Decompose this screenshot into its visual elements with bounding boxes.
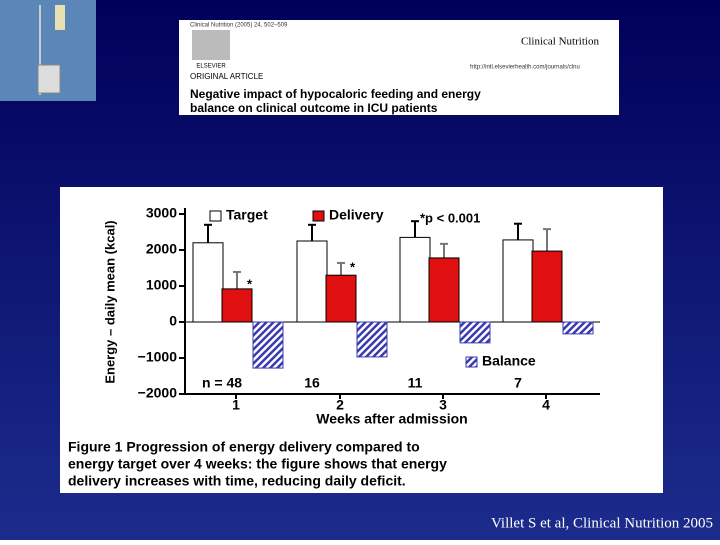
publisher: ELSEVIER: [196, 64, 226, 70]
journal-line: Clinical Nutrition (2005) 24, 502–509: [190, 23, 288, 29]
article-title: balance on clinical outcome in ICU patie…: [190, 101, 438, 115]
x-tick-label: 1: [232, 397, 240, 413]
bar: [325, 274, 357, 323]
article-header: Clinical Nutrition (2005) 24, 502–509 Cl…: [179, 20, 619, 115]
n-label: 11: [408, 375, 423, 391]
x-tick-label: 3: [439, 397, 447, 413]
legend-label: Delivery: [329, 207, 384, 223]
legend-swatch: [465, 356, 478, 368]
plot: Energy – daily mean (kcal) Weeks after a…: [68, 205, 600, 489]
bar: [562, 321, 594, 335]
bar: [356, 321, 388, 358]
bar: [531, 250, 563, 323]
n-label: n = 48: [202, 375, 242, 391]
bar: [459, 321, 491, 344]
n-label: 7: [514, 375, 522, 391]
journal-name: Clinical Nutrition: [521, 36, 599, 48]
y-tick-label: −2000: [138, 385, 178, 401]
bar: [296, 240, 328, 323]
caption: energy target over 4 weeks: the figure s…: [68, 456, 447, 472]
bar: [192, 242, 224, 323]
legend-swatch: [209, 210, 222, 222]
bar: [502, 239, 534, 323]
x-tick-label: 4: [542, 397, 550, 413]
bar: [221, 288, 253, 323]
article-title: Negative impact of hypocaloric feeding a…: [190, 87, 481, 101]
y-axis-label: Energy – daily mean (kcal): [102, 220, 117, 383]
significance-mark: *: [247, 276, 253, 291]
annotation: *p < 0.001: [420, 210, 480, 225]
y-tick-label: −1000: [138, 349, 178, 365]
journal-url: http://intl.elsevierhealth.com/journals/…: [470, 65, 580, 71]
y-tick-label: 1000: [146, 277, 177, 293]
legend-label: Target: [226, 207, 268, 223]
article-type: ORIGINAL ARTICLE: [190, 72, 263, 81]
caption: Figure 1 Progression of energy delivery …: [68, 439, 420, 455]
significance-mark: *: [350, 259, 356, 274]
n-label: 16: [304, 375, 320, 391]
footer: Villet S et al, Clinical Nutrition 2005: [491, 515, 713, 531]
y-tick-label: 2000: [146, 241, 177, 257]
bar: [428, 257, 460, 323]
y-tick-label: 3000: [146, 205, 177, 221]
bar: [252, 321, 284, 369]
x-axis-label: Weeks after admission: [316, 411, 467, 427]
legend-swatch: [312, 210, 325, 222]
x-tick-label: 2: [336, 397, 344, 413]
caption: delivery increases with time, reducing d…: [68, 473, 406, 489]
y-tick-label: 0: [169, 313, 177, 329]
iv-pole-photo: [0, 0, 96, 101]
bar: [399, 236, 431, 323]
legend-label: Balance: [482, 353, 536, 369]
